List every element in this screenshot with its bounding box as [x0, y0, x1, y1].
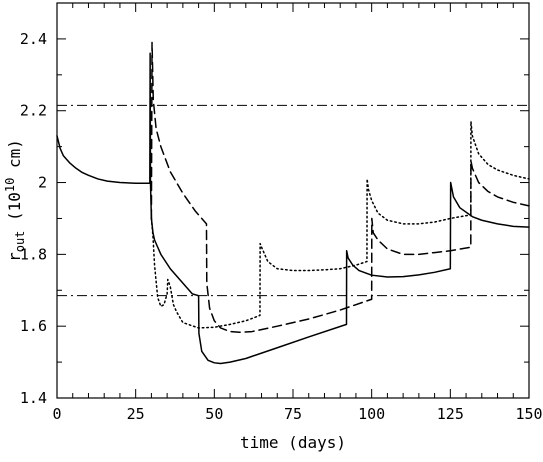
y-axis-label-pre: (10 [5, 192, 24, 231]
plot-frame [56, 2, 530, 399]
x-tick-labels: 0 25 50 75 100 125 150 [52, 405, 542, 423]
y-tick-label: 1.4 [20, 389, 47, 407]
x-tick-label: 75 [284, 405, 302, 423]
series-group [56, 41, 530, 365]
x-tick-label: 150 [515, 405, 542, 423]
y-axis-label-post: cm) [5, 139, 24, 178]
y-tick-labels: 1.4 1.6 1.8 2 2.2 2.4 [20, 30, 47, 407]
series-line-dotted [150, 120, 530, 329]
y-axis-label-superscript: 10 [3, 178, 17, 192]
y-tick-label: 2 [38, 174, 47, 192]
reference-lines-group [57, 104, 529, 297]
y-axis-label-base: r [5, 252, 24, 262]
series-line-solid [56, 52, 530, 365]
x-tick-label: 50 [205, 405, 223, 423]
x-axis-label: time (days) [240, 433, 346, 452]
y-tick-label: 1.8 [20, 245, 47, 263]
x-tick-label: 25 [127, 405, 145, 423]
y-axis-label-subscript: out [13, 231, 27, 253]
series-line-dashed [150, 41, 530, 334]
y-tick-label: 2.2 [20, 102, 47, 120]
x-tick-label: 100 [358, 405, 385, 423]
y-tick-label: 1.6 [20, 317, 47, 335]
ticks-group [56, 2, 530, 399]
y-axis-label: rout (1010 cm) [3, 139, 27, 262]
x-tick-label: 0 [52, 405, 61, 423]
x-tick-label: 125 [437, 405, 464, 423]
y-tick-label: 2.4 [20, 30, 47, 48]
